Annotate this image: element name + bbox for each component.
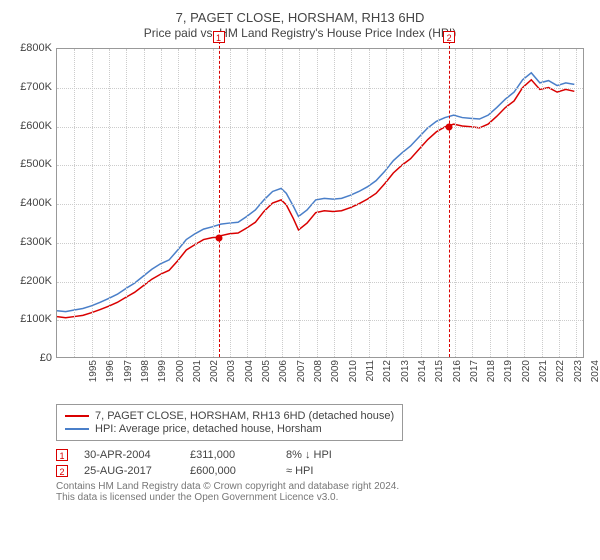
- x-axis-label: 2005: [261, 360, 272, 394]
- x-axis-label: 2006: [278, 360, 289, 394]
- chart-subtitle: Price paid vs. HM Land Registry's House …: [10, 26, 590, 40]
- x-axis-label: 1996: [105, 360, 116, 394]
- x-axis-label: 2003: [226, 360, 237, 394]
- footer: Contains HM Land Registry data © Crown c…: [56, 481, 590, 503]
- event-delta: 8% ↓ HPI: [286, 449, 332, 461]
- event-date: 25-AUG-2017: [84, 465, 174, 477]
- x-axis-label: 2010: [348, 360, 359, 394]
- footer-line-2: This data is licensed under the Open Gov…: [56, 492, 590, 503]
- legend-label: 7, PAGET CLOSE, HORSHAM, RH13 6HD (detac…: [95, 410, 394, 422]
- x-axis-label: 2015: [434, 360, 445, 394]
- event-marker-line: [219, 31, 220, 357]
- x-axis-label: 2011: [365, 360, 376, 394]
- legend: 7, PAGET CLOSE, HORSHAM, RH13 6HD (detac…: [56, 404, 403, 441]
- footer-line-1: Contains HM Land Registry data © Crown c…: [56, 481, 590, 492]
- legend-item: 7, PAGET CLOSE, HORSHAM, RH13 6HD (detac…: [65, 410, 394, 422]
- y-axis-label: £100K: [20, 313, 52, 325]
- chart-area: £0£100K£200K£300K£400K£500K£600K£700K£80…: [10, 48, 590, 398]
- y-axis-label: £500K: [20, 158, 52, 170]
- x-axis-label: 2007: [296, 360, 307, 394]
- legend-swatch: [65, 428, 89, 430]
- x-axis-label: 2000: [175, 360, 186, 394]
- x-axis-label: 2013: [400, 360, 411, 394]
- y-axis-label: £400K: [20, 197, 52, 209]
- x-axis-label: 2022: [555, 360, 566, 394]
- x-axis-label: 2020: [521, 360, 532, 394]
- chart-title: 7, PAGET CLOSE, HORSHAM, RH13 6HD: [10, 10, 590, 25]
- x-axis-label: 1998: [140, 360, 151, 394]
- x-axis-label: 2014: [417, 360, 428, 394]
- x-axis-label: 1999: [157, 360, 168, 394]
- sale-dot: [446, 123, 453, 130]
- event-marker-line: [449, 31, 450, 357]
- event-id-box: 2: [56, 465, 68, 477]
- x-axis-label: 2002: [209, 360, 220, 394]
- x-axis-label: 2016: [452, 360, 463, 394]
- legend-swatch: [65, 415, 89, 417]
- x-axis-label: 2008: [313, 360, 324, 394]
- event-price: £600,000: [190, 465, 270, 477]
- event-date: 30-APR-2004: [84, 449, 174, 461]
- series-hpi: [57, 73, 574, 312]
- event-marker-box: 1: [213, 31, 225, 43]
- y-axis-label: £700K: [20, 81, 52, 93]
- sale-events: 1 30-APR-2004 £311,000 8% ↓ HPI 2 25-AUG-2017…: [56, 449, 590, 477]
- event-delta: ≈ HPI: [286, 465, 313, 477]
- x-axis-label: 2004: [244, 360, 255, 394]
- x-axis-label: 1997: [123, 360, 134, 394]
- event-row: 2 25-AUG-2017 £600,000 ≈ HPI: [56, 465, 590, 477]
- y-axis-label: £600K: [20, 120, 52, 132]
- x-axis-label: 2023: [573, 360, 584, 394]
- x-axis-label: 2018: [486, 360, 497, 394]
- event-row: 1 30-APR-2004 £311,000 8% ↓ HPI: [56, 449, 590, 461]
- y-axis-label: £800K: [20, 42, 52, 54]
- x-axis-label: 2012: [382, 360, 393, 394]
- x-axis-label: 2021: [538, 360, 549, 394]
- event-id-box: 1: [56, 449, 68, 461]
- event-price: £311,000: [190, 449, 270, 461]
- legend-item: HPI: Average price, detached house, Hors…: [65, 423, 394, 435]
- x-axis-label: 2019: [503, 360, 514, 394]
- x-axis-label: 2024: [590, 360, 600, 394]
- x-axis-label: 2017: [469, 360, 480, 394]
- event-marker-box: 2: [443, 31, 455, 43]
- y-axis-label: £0: [40, 352, 52, 364]
- x-axis-label: 2001: [192, 360, 203, 394]
- sale-dot: [215, 235, 222, 242]
- y-axis-label: £300K: [20, 236, 52, 248]
- x-axis-label: 2009: [330, 360, 341, 394]
- legend-label: HPI: Average price, detached house, Hors…: [95, 423, 322, 435]
- plot-region: 12: [56, 48, 584, 358]
- x-axis-label: 1995: [88, 360, 99, 394]
- y-axis-label: £200K: [20, 275, 52, 287]
